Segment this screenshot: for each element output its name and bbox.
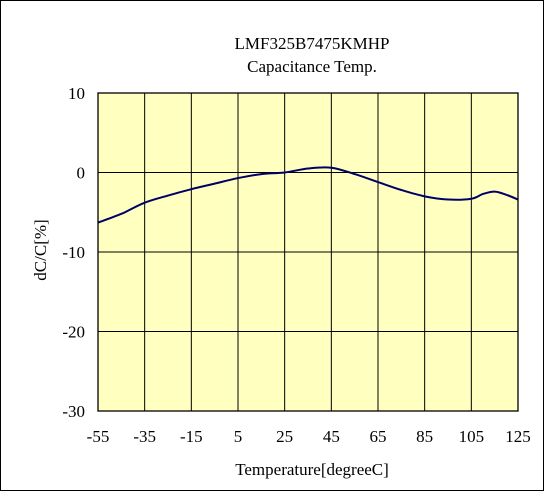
- y-tick-label: -20: [62, 323, 85, 342]
- x-axis-label: Temperature[degreeC]: [235, 460, 389, 479]
- y-tick-label: -30: [62, 402, 85, 421]
- x-tick-label: 65: [370, 427, 387, 446]
- chart-subtitle: Capacitance Temp.: [247, 57, 377, 76]
- x-tick-label: 45: [323, 427, 340, 446]
- x-tick-label: 85: [416, 427, 433, 446]
- y-tick-label: 10: [68, 84, 85, 103]
- y-axis-label: dC/C[%]: [31, 219, 50, 280]
- x-tick-label: -55: [87, 427, 110, 446]
- x-tick-label: 125: [505, 427, 531, 446]
- chart-title: LMF325B7475KMHP: [235, 34, 390, 53]
- x-tick-label: -35: [133, 427, 156, 446]
- x-tick-label: 25: [276, 427, 293, 446]
- x-tick-label: -15: [180, 427, 203, 446]
- x-tick-labels: -55 -35 -15 5 25 45 65 85 105 125: [87, 427, 531, 446]
- series-line: [97, 166, 519, 224]
- x-tick-label: 5: [234, 427, 243, 446]
- plot-border: [97, 92, 519, 412]
- series-lines: [97, 166, 519, 224]
- y-tick-label: -10: [62, 243, 85, 262]
- y-tick-labels: 10 0 -10 -20 -30: [62, 84, 85, 421]
- x-tick-label: 105: [459, 427, 485, 446]
- y-tick-label: 0: [77, 164, 86, 183]
- grid-lines: [98, 93, 518, 411]
